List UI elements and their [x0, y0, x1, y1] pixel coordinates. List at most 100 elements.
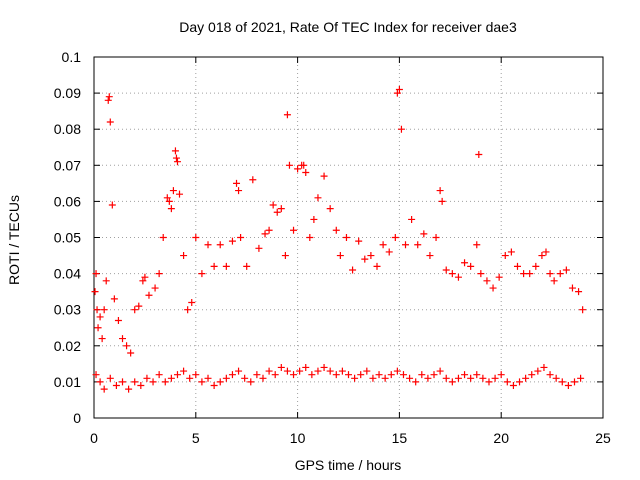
- data-point: [131, 378, 139, 386]
- data-point: [243, 262, 251, 270]
- y-tick-label: 0.06: [54, 193, 81, 209]
- data-point: [119, 378, 127, 386]
- data-point: [528, 371, 536, 379]
- data-point: [577, 374, 585, 382]
- data-point: [381, 374, 389, 382]
- data-point: [184, 306, 192, 314]
- data-point: [467, 262, 475, 270]
- y-tick-label: 0.02: [54, 338, 81, 354]
- data-point: [414, 241, 422, 249]
- data-point: [198, 270, 206, 278]
- y-tick-label: 0.08: [54, 121, 81, 137]
- data-point: [169, 187, 177, 195]
- x-tick-labels: 0 5 10 15 20 25: [90, 430, 611, 446]
- data-point: [395, 85, 403, 93]
- data-point: [497, 371, 505, 379]
- data-point: [233, 179, 241, 187]
- data-point: [373, 262, 381, 270]
- data-point: [159, 234, 167, 241]
- data-point: [204, 374, 212, 382]
- data-point: [355, 237, 363, 245]
- data-point: [570, 378, 578, 386]
- chart-title: Day 018 of 2021, Rate Of TEC Index for r…: [179, 19, 517, 35]
- y-tick-label: 0.1: [62, 49, 82, 65]
- data-point: [265, 367, 273, 375]
- data-point: [173, 371, 181, 379]
- data-point: [119, 335, 127, 343]
- data-point: [143, 374, 151, 382]
- data-point: [332, 226, 340, 234]
- data-point: [475, 150, 483, 158]
- data-point: [180, 252, 188, 260]
- data-point: [100, 306, 108, 314]
- data-point: [171, 147, 179, 155]
- data-point: [277, 363, 285, 371]
- data-point: [94, 324, 102, 332]
- data-point: [485, 378, 493, 386]
- data-point: [176, 190, 184, 198]
- data-point: [96, 313, 104, 321]
- data-point: [165, 197, 173, 205]
- data-point: [188, 298, 196, 306]
- data-point: [385, 248, 393, 256]
- data-point: [228, 371, 236, 379]
- x-tick-label: 15: [392, 430, 408, 446]
- data-point: [552, 374, 560, 382]
- data-point: [198, 378, 206, 386]
- y-tick-label: 0.04: [54, 266, 81, 282]
- data-point: [575, 288, 583, 296]
- data-point: [92, 270, 100, 278]
- data-point: [216, 241, 224, 249]
- y-tick-label: 0.09: [54, 85, 81, 101]
- data-point: [285, 161, 293, 169]
- data-point: [448, 378, 456, 386]
- data-point: [430, 371, 438, 379]
- data-point: [302, 363, 310, 371]
- data-point: [255, 244, 263, 252]
- data-point: [173, 158, 181, 166]
- data-point: [542, 248, 550, 256]
- data-point: [489, 284, 497, 292]
- data-point: [290, 371, 298, 379]
- data-point: [418, 371, 426, 379]
- data-point: [308, 371, 316, 379]
- data-point: [98, 335, 106, 343]
- data-point: [228, 237, 236, 245]
- data-point: [406, 374, 414, 382]
- data-point: [265, 226, 273, 234]
- data-point: [290, 226, 298, 234]
- data-point: [432, 234, 440, 241]
- data-point: [149, 378, 157, 386]
- data-point: [454, 374, 462, 382]
- data-point: [412, 378, 420, 386]
- data-point: [520, 270, 528, 278]
- data-point: [338, 367, 346, 375]
- data-point: [235, 187, 243, 195]
- data-point: [397, 125, 405, 133]
- x-axis-title: GPS time / hours: [295, 457, 402, 473]
- data-point: [564, 382, 572, 390]
- data-point: [336, 252, 344, 260]
- data-point: [269, 201, 277, 209]
- data-point: [556, 270, 564, 278]
- data-point: [102, 277, 110, 285]
- y-tick-labels: 0 0.01 0.02 0.03 0.04 0.05 0.06 0.07 0.08 0.09 0.1: [54, 49, 81, 426]
- data-point: [294, 165, 302, 173]
- data-point: [442, 266, 450, 274]
- data-point: [92, 371, 100, 379]
- data-point: [314, 194, 322, 202]
- data-point: [516, 378, 524, 386]
- y-tick-label: 0: [73, 410, 81, 426]
- data-point: [361, 255, 369, 263]
- data-point: [172, 154, 180, 162]
- data-point: [310, 215, 318, 223]
- data-point: [306, 234, 314, 241]
- data-point: [332, 371, 340, 379]
- data-point: [277, 205, 285, 213]
- data-point: [261, 230, 269, 238]
- data-point: [314, 367, 322, 375]
- data-point: [320, 172, 328, 180]
- data-point: [110, 295, 118, 303]
- data-point: [96, 378, 104, 386]
- data-point: [473, 241, 481, 249]
